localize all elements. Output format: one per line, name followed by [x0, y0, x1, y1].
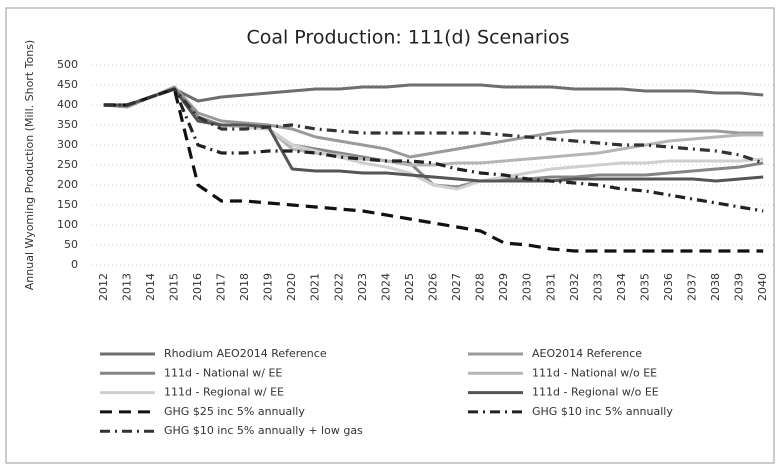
x-tick-label: 2040 — [756, 273, 769, 301]
y-tick-label: 500 — [57, 58, 78, 71]
legend-label: GHG $25 inc 5% annually — [164, 405, 305, 418]
series-line — [103, 87, 764, 253]
x-tick-label: 2027 — [450, 273, 463, 301]
x-tick-label: 2023 — [356, 273, 369, 301]
y-tick-label: 400 — [57, 98, 78, 111]
x-tick-label: 2036 — [662, 273, 675, 301]
legend-label: GHG $10 inc 5% annually — [532, 405, 673, 418]
x-tick-label: 2012 — [97, 273, 110, 301]
x-tick-label: 2016 — [191, 273, 204, 301]
chart-title: Coal Production: 111(d) Scenarios — [246, 27, 569, 49]
x-tick-label: 2038 — [709, 273, 722, 301]
y-tick-label: 350 — [57, 118, 78, 131]
x-tick-label: 2033 — [591, 273, 604, 301]
y-tick-label: 100 — [57, 218, 78, 231]
x-tick-label: 2018 — [238, 273, 251, 301]
x-tick-label: 2014 — [144, 273, 157, 301]
y-tick-label: 50 — [64, 238, 78, 251]
x-tick-label: 2013 — [120, 273, 133, 301]
series-line — [103, 85, 764, 159]
series-line — [103, 83, 764, 107]
x-tick-label: 2017 — [215, 273, 228, 301]
x-tick-label: 2021 — [309, 273, 322, 301]
x-tick-label: 2019 — [262, 273, 275, 301]
y-axis-label: Annual Wyoming Production (Mill. Short T… — [23, 40, 36, 290]
x-tick-label: 2030 — [521, 273, 534, 301]
y-tick-label: 450 — [57, 78, 78, 91]
x-tick-label: 2031 — [544, 273, 557, 301]
x-tick-label: 2029 — [497, 273, 510, 301]
y-tick-label: 300 — [57, 138, 78, 151]
x-tick-label: 2025 — [403, 273, 416, 301]
legend-label: AEO2014 Reference — [532, 347, 642, 360]
x-tick-label: 2015 — [167, 273, 180, 301]
legend-label: 111d - Regional w/ EE — [164, 386, 284, 399]
legend-label: 111d - National w/o EE — [532, 366, 657, 379]
x-tick-label: 2026 — [427, 273, 440, 301]
legend-label: Rhodium AEO2014 Reference — [164, 347, 327, 360]
legend-label: 111d - National w/ EE — [164, 366, 282, 379]
x-tick-label: 2024 — [379, 273, 392, 301]
y-tick-label: 150 — [57, 198, 78, 211]
x-tick-label: 2020 — [285, 273, 298, 301]
x-tick-label: 2039 — [733, 273, 746, 301]
x-tick-label: 2022 — [332, 273, 345, 301]
chart-border — [5, 7, 775, 464]
legend-label: GHG $10 inc 5% annually + low gas — [164, 424, 363, 437]
y-tick-label: 0 — [71, 258, 78, 271]
y-tick-label: 200 — [57, 178, 78, 191]
x-tick-label: 2034 — [615, 273, 628, 301]
y-tick-label: 250 — [57, 158, 78, 171]
x-tick-label: 2037 — [686, 273, 699, 301]
x-tick-label: 2035 — [638, 273, 651, 301]
x-tick-label: 2032 — [568, 273, 581, 301]
x-tick-label: 2028 — [474, 273, 487, 301]
legend-label: 111d - Regional w/o EE — [532, 386, 659, 399]
